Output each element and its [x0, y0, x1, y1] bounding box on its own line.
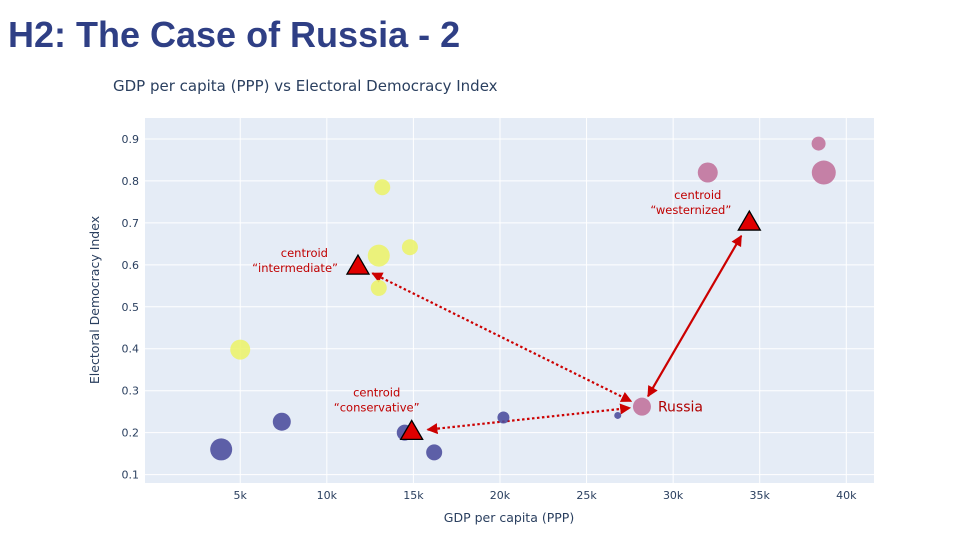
centroid-conservative-label: “conservative” [334, 400, 420, 414]
conservative-point [210, 438, 233, 461]
westernized-point [697, 162, 718, 183]
centroid-intermediate-label: “intermediate” [252, 261, 338, 275]
y-tick-label: 0.4 [122, 343, 140, 356]
x-axis-label: GDP per capita (PPP) [444, 510, 574, 525]
centroid-westernized-label: centroid [674, 188, 721, 202]
conservative-point [426, 444, 443, 461]
centroid-conservative-label: centroid [353, 385, 400, 399]
x-tick-label: 15k [403, 489, 424, 502]
y-tick-label: 0.6 [122, 259, 140, 272]
chart-title: GDP per capita (PPP) vs Electoral Democr… [113, 77, 498, 95]
y-tick-label: 0.3 [122, 385, 140, 398]
y-tick-label: 0.7 [122, 217, 140, 230]
westernized-point [811, 160, 836, 185]
y-tick-label: 0.1 [122, 469, 140, 482]
centroid-westernized-marker [737, 209, 762, 231]
x-tick-label: 10k [317, 489, 338, 502]
y-axis-label: Electoral Democracy Index [87, 216, 102, 384]
centroid-westernized-label: “westernized” [650, 203, 731, 217]
y-tick-label: 0.5 [122, 301, 140, 314]
x-tick-label: 30k [663, 489, 684, 502]
y-tick-label: 0.8 [122, 175, 140, 188]
intermediate-point [374, 179, 391, 196]
westernized-point [811, 136, 826, 151]
conservative-point [497, 411, 510, 424]
intermediate-point [370, 279, 387, 296]
centroid-intermediate-label: centroid [281, 246, 328, 260]
x-tick-label: 35k [750, 489, 771, 502]
arrow-conservative-russia [426, 403, 632, 435]
intermediate-point [367, 244, 390, 267]
intermediate-point [401, 239, 418, 256]
plot-area [145, 118, 874, 483]
x-tick-label: 25k [576, 489, 597, 502]
slide-title: H2: The Case of Russia - 2 [8, 14, 461, 55]
x-tick-label: 40k [836, 489, 857, 502]
conservative-point [614, 411, 622, 419]
y-tick-label: 0.9 [122, 133, 140, 146]
russia-label: Russia [658, 400, 703, 416]
arrow-intermediate-russia [371, 272, 633, 403]
centroid-conservative-marker [399, 419, 424, 441]
arrow-westernized-russia [647, 234, 743, 398]
x-tick-label: 20k [490, 489, 511, 502]
y-tick-label: 0.2 [122, 427, 140, 440]
conservative-point [272, 412, 291, 431]
intermediate-point [230, 339, 251, 360]
centroid-intermediate-marker [345, 253, 371, 275]
x-tick-label: 5k [234, 489, 248, 502]
westernized-point [632, 397, 651, 416]
